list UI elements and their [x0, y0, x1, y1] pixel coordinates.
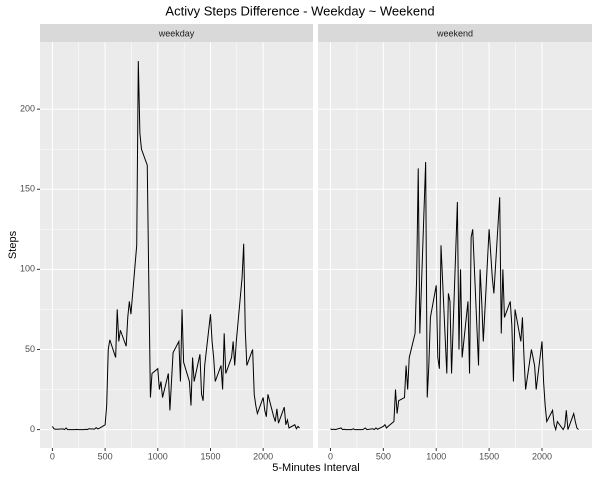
x-tick-label: 0 [50, 451, 55, 461]
y-tick-label: 150 [20, 184, 35, 194]
line [330, 161, 579, 432]
x-tick-label: 500 [376, 451, 391, 461]
strip-background [318, 24, 592, 42]
panel-background [318, 42, 592, 448]
x-tick-label: 1000 [148, 451, 168, 461]
x-tick-label: 1500 [200, 451, 220, 461]
strip-label: weekday [158, 28, 195, 38]
strip-background [40, 24, 313, 42]
x-tick-label: 2000 [532, 451, 552, 461]
x-tick-label: 0 [328, 451, 333, 461]
x-tick-label: 500 [98, 451, 113, 461]
y-tick-label: 50 [25, 344, 35, 354]
x-tick-label: 1500 [479, 451, 499, 461]
y-tick-label: 200 [20, 104, 35, 114]
y-tick-label: 100 [20, 264, 35, 274]
chart-title: Activy Steps Difference - Weekday ~ Week… [165, 3, 434, 18]
x-axis-label: 5-Minutes Interval [272, 462, 359, 474]
x-tick-label: 2000 [253, 451, 273, 461]
panel-background [40, 42, 313, 448]
y-tick-label: 0 [30, 424, 35, 434]
line [51, 61, 300, 431]
y-axis-label: Steps [7, 230, 19, 259]
strip-label: weekend [436, 28, 473, 38]
x-tick-label: 1000 [426, 451, 446, 461]
